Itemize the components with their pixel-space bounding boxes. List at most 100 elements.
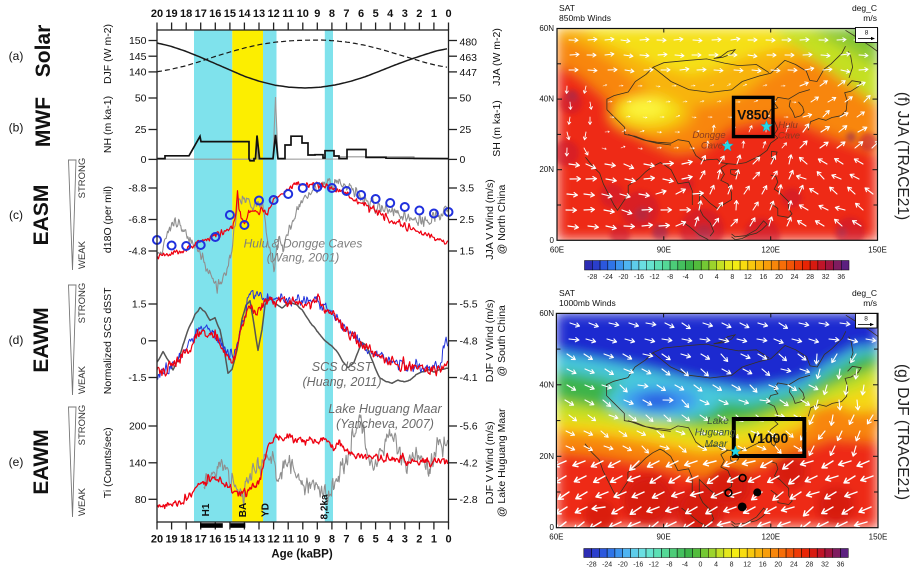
svg-text:11: 11 (282, 8, 294, 20)
svg-text:50: 50 (460, 93, 472, 105)
svg-text:463: 463 (460, 52, 478, 64)
svg-text:40N: 40N (539, 380, 554, 389)
svg-text:EAWM: EAWM (30, 307, 53, 372)
svg-text:7: 7 (343, 534, 349, 546)
svg-text:1000mb Winds: 1000mb Winds (559, 298, 616, 308)
svg-text:@ Lake Huguang Maar: @ Lake Huguang Maar (496, 408, 508, 517)
svg-text:60N: 60N (539, 309, 554, 318)
svg-text:24: 24 (791, 274, 799, 281)
svg-text:25: 25 (135, 124, 147, 136)
svg-text:36: 36 (837, 562, 845, 569)
svg-text:16: 16 (759, 562, 767, 569)
svg-text:140: 140 (129, 457, 147, 469)
svg-text:20N: 20N (539, 452, 554, 461)
svg-text:-4: -4 (683, 274, 689, 281)
svg-text:(f) JJA (TRACE21): (f) JJA (TRACE21) (894, 92, 911, 220)
svg-text:25: 25 (460, 124, 472, 136)
svg-text:(d): (d) (9, 333, 24, 347)
svg-text:1.5: 1.5 (132, 299, 147, 311)
svg-text:8: 8 (730, 562, 734, 569)
svg-text:20: 20 (151, 8, 163, 20)
svg-text:0: 0 (460, 154, 466, 166)
svg-text:EAWM: EAWM (30, 429, 53, 494)
svg-text:WEAK: WEAK (77, 365, 88, 394)
svg-text:20N: 20N (539, 165, 554, 174)
svg-text:150E: 150E (868, 246, 887, 255)
svg-text:13: 13 (253, 8, 265, 20)
svg-text:-12: -12 (649, 274, 659, 281)
svg-text:YD: YD (261, 503, 272, 517)
svg-text:32: 32 (821, 562, 829, 569)
svg-text:WEAK: WEAK (77, 487, 88, 516)
svg-text:40N: 40N (539, 95, 554, 104)
svg-text:V1000: V1000 (748, 430, 789, 446)
svg-text:1: 1 (431, 534, 437, 546)
svg-text:SAT: SAT (559, 3, 575, 13)
svg-text:50: 50 (135, 93, 147, 105)
svg-text:13: 13 (253, 534, 265, 546)
svg-text:Maar: Maar (705, 439, 728, 450)
svg-text:-20: -20 (618, 562, 628, 569)
svg-text:-4.8: -4.8 (460, 335, 478, 347)
svg-text:(Huang, 2011): (Huang, 2011) (303, 375, 382, 389)
svg-text:m/s: m/s (863, 298, 877, 308)
svg-text:12: 12 (743, 562, 751, 569)
svg-text:-5.6: -5.6 (460, 421, 478, 433)
svg-text:STRONG: STRONG (77, 283, 88, 324)
svg-text:7: 7 (343, 8, 349, 20)
svg-text:9: 9 (314, 534, 320, 546)
svg-text:STRONG: STRONG (77, 158, 88, 199)
svg-text:17: 17 (195, 8, 207, 20)
svg-text:11: 11 (282, 534, 294, 546)
svg-text:-24: -24 (603, 274, 613, 281)
svg-text:12: 12 (267, 8, 279, 20)
svg-text:2: 2 (416, 8, 422, 20)
svg-text:19: 19 (165, 8, 177, 20)
svg-text:15: 15 (224, 534, 236, 546)
svg-text:28: 28 (806, 562, 814, 569)
svg-text:17: 17 (195, 534, 207, 546)
svg-text:8: 8 (329, 8, 335, 20)
svg-text:140: 140 (129, 67, 147, 79)
svg-text:Solar: Solar (32, 25, 55, 78)
svg-text:JJA (W m-2): JJA (W m-2) (491, 28, 503, 86)
svg-text:Normalized SCS dSST: Normalized SCS dSST (102, 287, 114, 394)
svg-text:6: 6 (358, 534, 364, 546)
svg-text:1: 1 (431, 8, 437, 20)
svg-text:DJF (W m-2): DJF (W m-2) (102, 24, 114, 84)
svg-text:(Yancheva, 2007): (Yancheva, 2007) (336, 417, 434, 431)
svg-text:3.5: 3.5 (460, 183, 475, 195)
svg-text:6: 6 (358, 8, 364, 20)
svg-text:Ti (Counts/sec): Ti (Counts/sec) (102, 427, 114, 498)
svg-text:150E: 150E (869, 533, 888, 542)
svg-text:20: 20 (774, 562, 782, 569)
svg-text:0: 0 (141, 335, 147, 347)
svg-text:@ North China: @ North China (496, 185, 508, 255)
svg-text:STRONG: STRONG (77, 405, 88, 446)
svg-text:H1: H1 (201, 503, 212, 516)
svg-text:16: 16 (209, 8, 221, 20)
svg-text:80: 80 (135, 494, 147, 506)
svg-text:deg_C: deg_C (852, 3, 877, 13)
svg-text:0: 0 (445, 534, 451, 546)
svg-text:24: 24 (790, 562, 798, 569)
svg-text:Lake Huguang Maar: Lake Huguang Maar (328, 402, 442, 416)
svg-text:-8.8: -8.8 (128, 183, 146, 195)
svg-text:(c): (c) (9, 208, 23, 222)
svg-text:0: 0 (699, 562, 703, 569)
svg-text:145: 145 (129, 51, 147, 63)
svg-text:WEAK: WEAK (77, 240, 88, 269)
svg-text:DJF V Wind (m/s): DJF V Wind (m/s) (484, 421, 496, 504)
svg-text:-4: -4 (682, 562, 688, 569)
svg-text:-4.8: -4.8 (128, 246, 146, 258)
svg-text:0: 0 (141, 154, 147, 166)
svg-text:8: 8 (865, 30, 869, 37)
svg-text:36: 36 (837, 274, 845, 281)
svg-text:9: 9 (314, 8, 320, 20)
svg-text:120E: 120E (761, 246, 780, 255)
svg-text:Dongge: Dongge (692, 130, 725, 141)
svg-text:Lake: Lake (707, 416, 729, 427)
svg-text:Hulu & Dongge Caves: Hulu & Dongge Caves (244, 237, 363, 251)
svg-text:(e): (e) (9, 455, 24, 469)
svg-text:19: 19 (165, 534, 177, 546)
